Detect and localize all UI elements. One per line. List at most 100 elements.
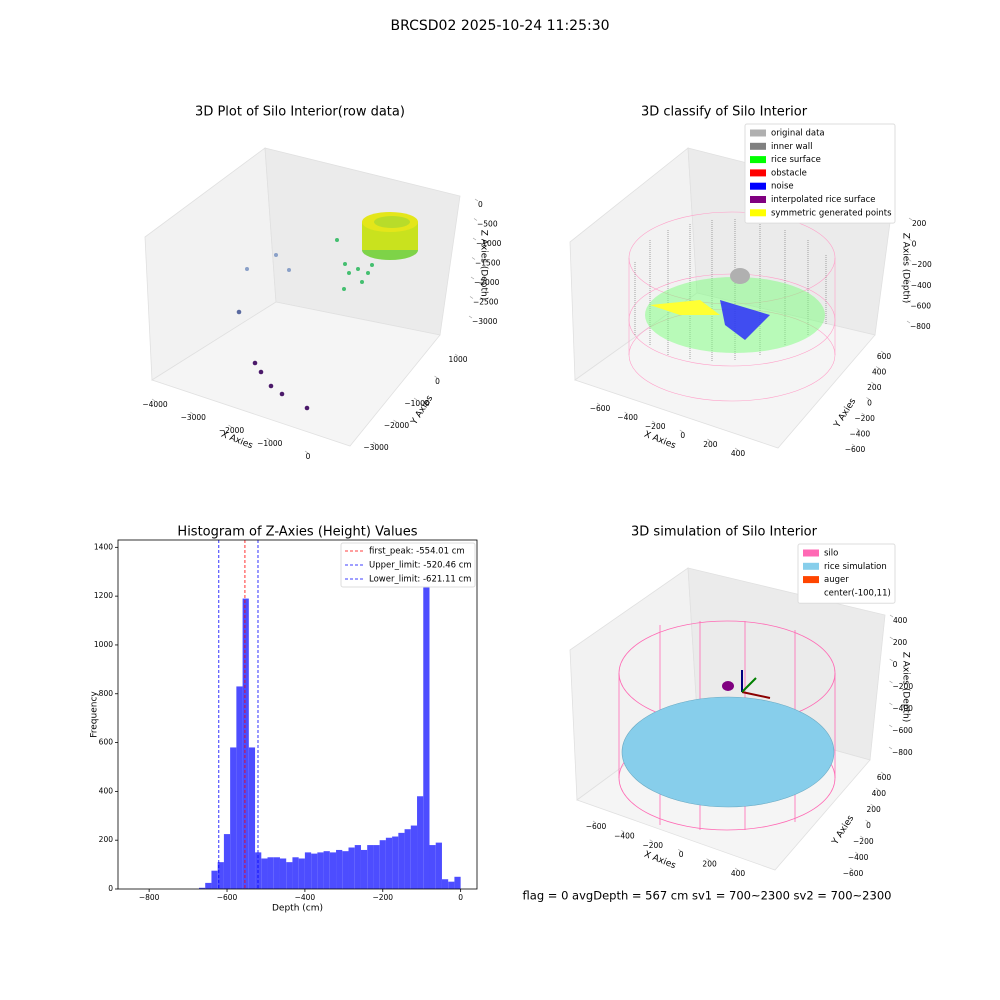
bar (279, 858, 287, 889)
point-cloud (236, 212, 418, 411)
legend-label: noise (771, 182, 794, 192)
bar (373, 845, 380, 889)
y-tick-label: 600 (877, 352, 892, 361)
bar (273, 857, 280, 889)
x-tick-label: −400 (617, 413, 638, 422)
x-tick-label: 200 (702, 860, 717, 869)
y-tick-label: −200 (853, 837, 874, 846)
legend-label: center(-100,11) (824, 588, 891, 598)
z-tick (908, 238, 912, 241)
x-tick (266, 437, 270, 441)
bar (336, 849, 343, 889)
axes-title: 3D simulation of Silo Interior (631, 525, 818, 540)
x-tick-label: 400 (731, 869, 746, 878)
y-tick (875, 787, 879, 791)
y-tick-label: 200 (867, 383, 882, 392)
y-tick-label: 400 (99, 786, 114, 795)
z-tick-label: 0 (893, 660, 898, 669)
bar (217, 862, 224, 889)
y-tick (865, 819, 869, 823)
bar (385, 837, 393, 889)
z-tick-label: 200 (912, 219, 927, 228)
bar (354, 845, 361, 889)
x-tick-label: −200 (372, 893, 393, 902)
axes-title: 3D classify of Silo Interior (641, 105, 808, 120)
z-tick (888, 746, 893, 750)
bar (410, 825, 418, 889)
y-tick (860, 835, 864, 839)
z-tick (889, 636, 893, 640)
y-tick-label: 600 (99, 738, 114, 747)
y-tick-label: −600 (843, 869, 864, 878)
bar (379, 840, 386, 889)
bar (223, 834, 231, 889)
x-tick-label: −3000 (181, 413, 207, 422)
y-tick-label: −600 (845, 445, 866, 454)
x-tick (304, 450, 309, 454)
z-tick (889, 680, 893, 684)
x-tick (621, 830, 625, 833)
x-axis-label: Depth (cm) (272, 904, 323, 914)
x-tick-label: 0 (680, 431, 685, 440)
x-tick-label: −200 (642, 841, 663, 850)
z-tick-label: −1500 (475, 259, 501, 268)
y-tick (434, 375, 438, 379)
legend-label: Upper_limit: -520.46 cm (369, 561, 472, 571)
z-tick-label: 200 (893, 638, 908, 647)
bar (423, 559, 430, 889)
z-tick-label: −800 (892, 748, 913, 757)
bar (429, 845, 436, 889)
bar (298, 858, 305, 889)
y-tick (855, 851, 859, 855)
z-tick-label: −2000 (474, 278, 500, 287)
bar (323, 851, 330, 889)
y-tick (880, 350, 885, 354)
bar (267, 857, 274, 889)
x-tick (707, 438, 711, 442)
z-tick-label: 400 (893, 616, 908, 625)
bar (342, 851, 349, 889)
bar (261, 858, 268, 889)
y-tick (856, 428, 860, 431)
x-tick-label: −400 (295, 893, 316, 902)
x-tick (734, 867, 739, 871)
bar (311, 853, 318, 889)
legend-label: Lower_limit: -621.11 cm (369, 575, 471, 585)
z-tick (889, 614, 894, 618)
x-tick-label: 200 (703, 440, 718, 449)
legend-swatch (750, 129, 766, 137)
legend-box (797, 543, 896, 604)
y-tick-label: 1000 (94, 640, 113, 649)
x-tick (151, 398, 156, 402)
x-tick-label: −600 (586, 822, 607, 831)
z-tick (470, 276, 475, 280)
z-tick (908, 258, 912, 262)
y-tick-label: −400 (848, 853, 869, 862)
y-tick-label: 200 (99, 835, 114, 844)
z-tick-label: −200 (911, 260, 932, 269)
x-tick (190, 411, 194, 415)
y-tick-label: 0 (435, 377, 440, 386)
y-tick-label: 0 (866, 821, 871, 830)
y-tick (393, 419, 397, 423)
bar (329, 852, 337, 889)
y-tick-label: 800 (99, 689, 114, 698)
x-tick (592, 820, 597, 824)
y-tick-label: 0 (867, 399, 872, 408)
y-tick (851, 443, 856, 447)
x-tick-label: −400 (614, 831, 635, 840)
y-tick (870, 803, 874, 807)
legend-label: original data (771, 129, 825, 139)
bar (448, 881, 455, 889)
axes-title: 3D Plot of Silo Interior(row data) (195, 105, 405, 120)
legend-label: interpolated rice surface (771, 195, 876, 205)
z-tick-label: −3000 (472, 317, 498, 326)
legend-label: first_peak: -554.01 cm (369, 547, 465, 557)
z-tick (908, 217, 913, 221)
x-tick-label: 0 (458, 893, 463, 902)
z-tick (906, 320, 911, 324)
bar (304, 852, 312, 889)
y-tick (454, 353, 459, 357)
x-axis-label: X Axies (643, 850, 678, 872)
legend-swatch (803, 589, 819, 597)
